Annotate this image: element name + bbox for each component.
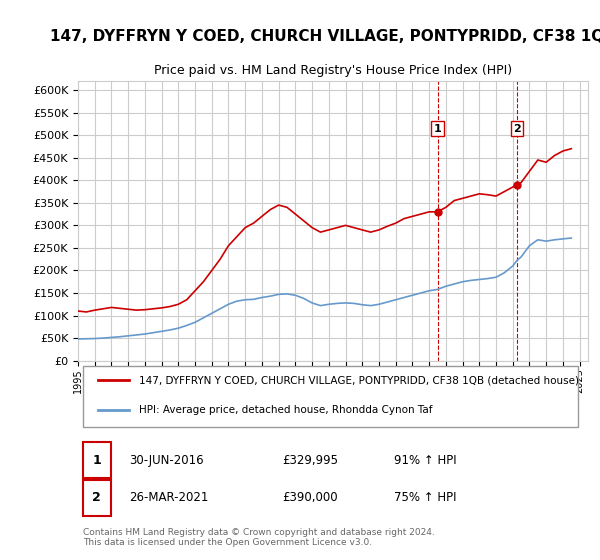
Text: 2: 2 — [513, 124, 521, 134]
Text: 91% ↑ HPI: 91% ↑ HPI — [394, 454, 457, 466]
FancyBboxPatch shape — [83, 442, 111, 478]
Text: 1: 1 — [92, 454, 101, 466]
Text: 26-MAR-2021: 26-MAR-2021 — [129, 492, 208, 505]
Text: 2: 2 — [92, 492, 101, 505]
Text: 30-JUN-2016: 30-JUN-2016 — [129, 454, 203, 466]
Text: £329,995: £329,995 — [282, 454, 338, 466]
Text: Price paid vs. HM Land Registry's House Price Index (HPI): Price paid vs. HM Land Registry's House … — [154, 64, 512, 77]
Text: 147, DYFFRYN Y COED, CHURCH VILLAGE, PONTYPRIDD, CF38 1QB (detached house): 147, DYFFRYN Y COED, CHURCH VILLAGE, PON… — [139, 375, 579, 385]
FancyBboxPatch shape — [83, 480, 111, 516]
Text: Contains HM Land Registry data © Crown copyright and database right 2024.
This d: Contains HM Land Registry data © Crown c… — [83, 528, 435, 547]
Text: 147, DYFFRYN Y COED, CHURCH VILLAGE, PONTYPRIDD, CF38 1QB: 147, DYFFRYN Y COED, CHURCH VILLAGE, PON… — [50, 29, 600, 44]
Text: 1: 1 — [434, 124, 442, 134]
Text: £390,000: £390,000 — [282, 492, 338, 505]
Text: HPI: Average price, detached house, Rhondda Cynon Taf: HPI: Average price, detached house, Rhon… — [139, 404, 433, 414]
Text: 75% ↑ HPI: 75% ↑ HPI — [394, 492, 457, 505]
FancyBboxPatch shape — [83, 366, 578, 427]
